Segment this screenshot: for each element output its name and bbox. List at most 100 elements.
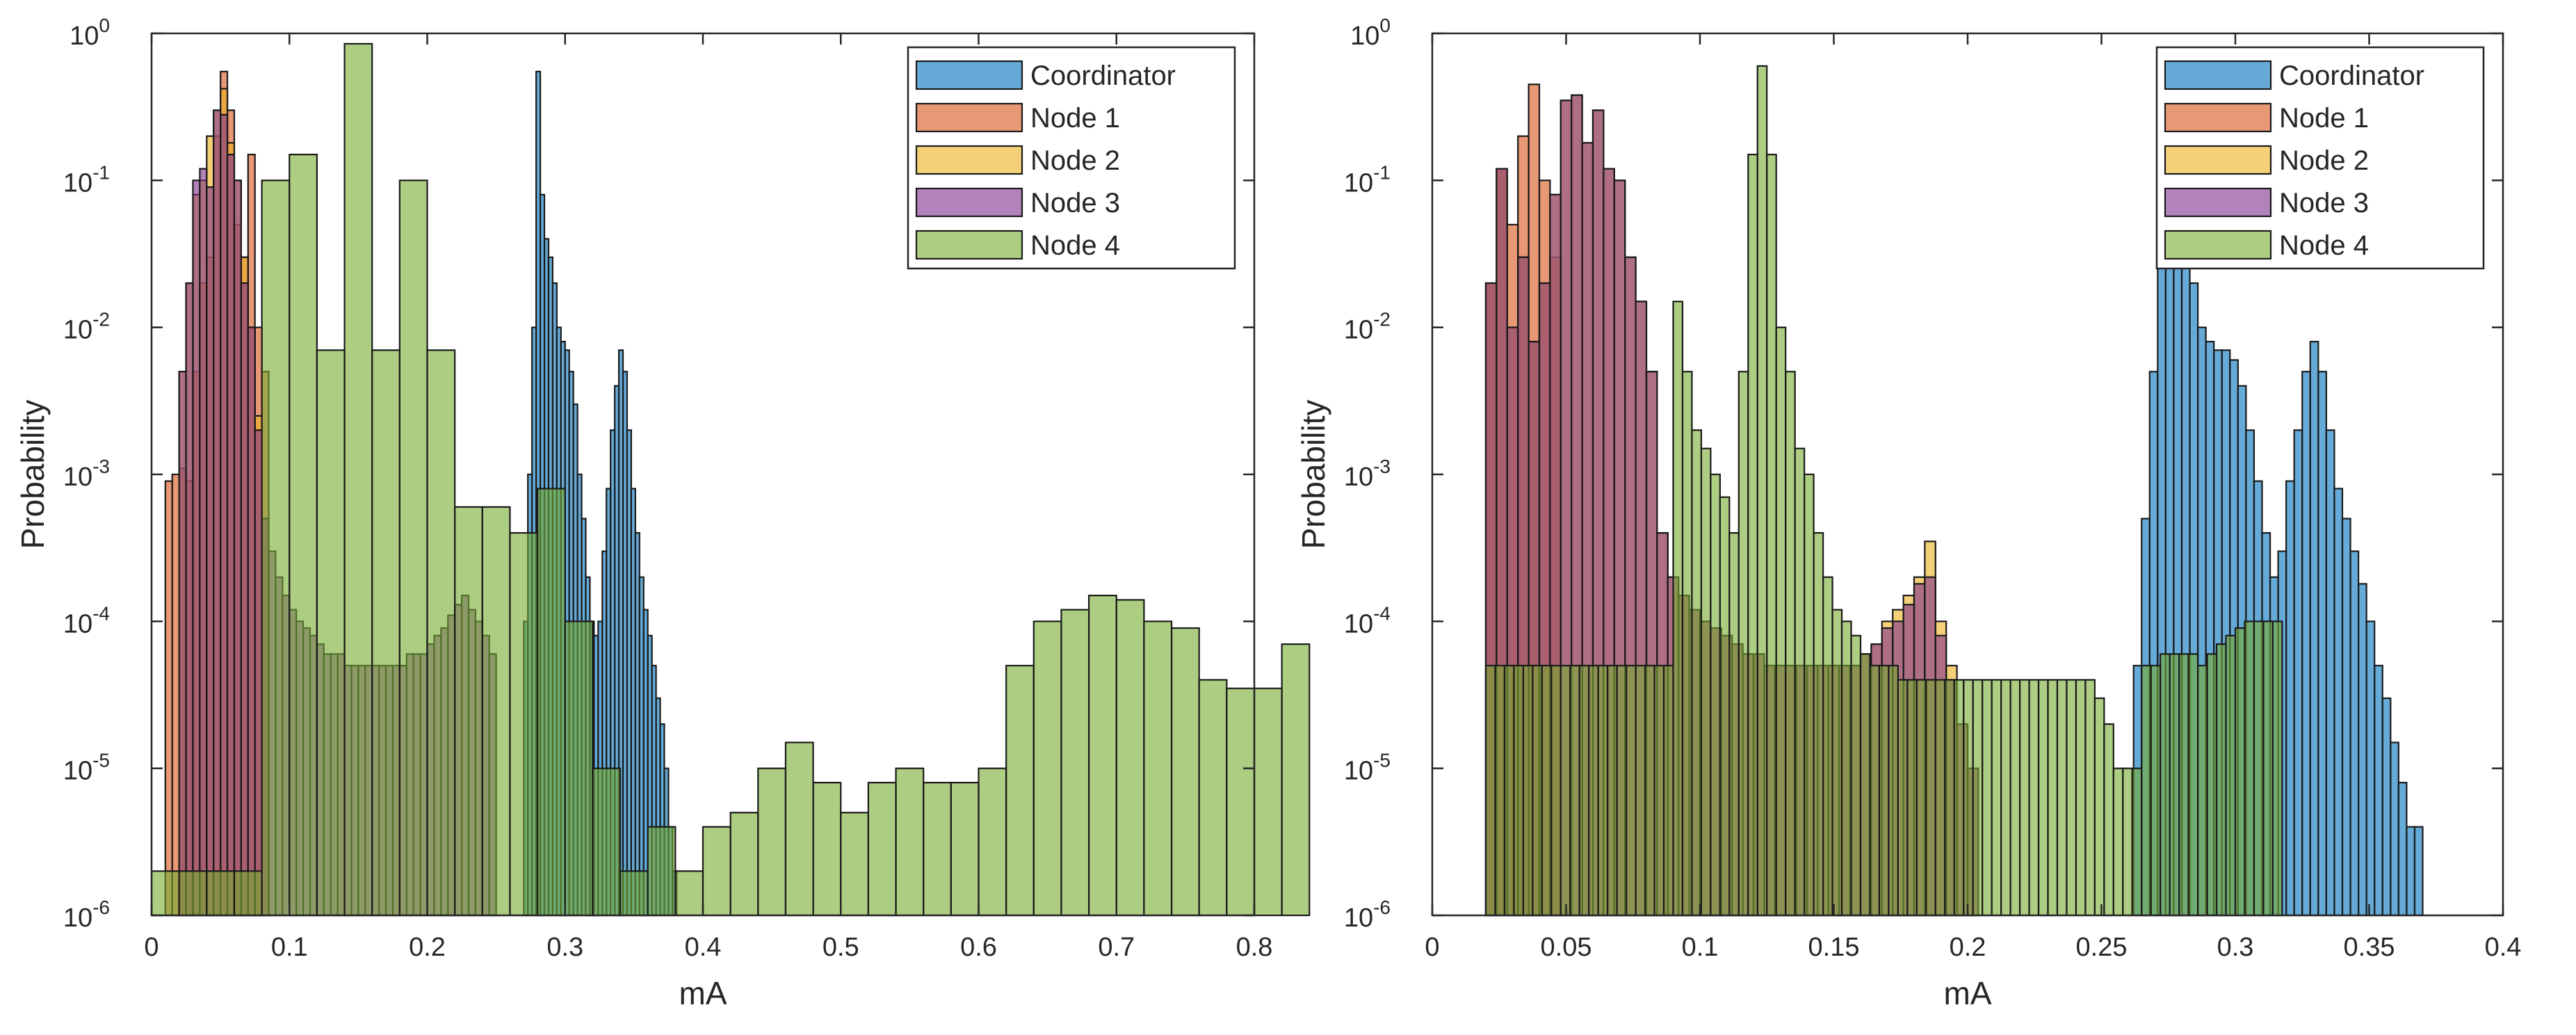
histogram-bar [2215, 643, 2227, 917]
legend-label: Node 2 [2279, 145, 2369, 176]
x-tick-label: 0.7 [1098, 933, 1135, 962]
histogram-bar [178, 870, 208, 917]
histogram-bar [1005, 664, 1035, 917]
legend-swatch [2164, 60, 2272, 90]
histogram-bar [2131, 767, 2143, 917]
legend-label: Node 1 [2279, 103, 2369, 134]
x-tick-label: 0.05 [1541, 933, 1592, 962]
series-node-4 [1484, 65, 2283, 917]
x-tick-label: 0.3 [2217, 933, 2254, 962]
legend-label: Node 1 [1030, 103, 1120, 134]
histogram-bar [2293, 429, 2303, 917]
histogram-bar [398, 179, 428, 917]
histogram-bar [1822, 576, 1833, 917]
histogram-bar [2028, 679, 2040, 917]
legend-item: Node 3 [2164, 187, 2369, 218]
histogram-bar [2301, 371, 2311, 917]
histogram-bar [2160, 653, 2171, 917]
histogram-bar [2122, 767, 2133, 917]
series-node-4 [150, 42, 1311, 917]
y-tick-label: 100 [70, 15, 110, 51]
y-tick-label: 10-2 [63, 309, 110, 345]
x-tick-label: 0.4 [2485, 933, 2522, 962]
y-tick-label: 10-2 [1344, 309, 1391, 345]
x-tick-label: 0.5 [823, 933, 859, 962]
histogram-bar [1662, 664, 1674, 917]
legend-swatch [2164, 145, 2272, 175]
histogram-bar [867, 782, 897, 917]
histogram-bar [206, 870, 236, 917]
histogram-bar [1794, 447, 1806, 917]
histogram-bar [840, 812, 870, 917]
histogram-bar [2150, 664, 2162, 917]
y-tick-label: 10-6 [1344, 897, 1391, 933]
histogram-bar [2047, 679, 2059, 917]
histogram-bar [1878, 664, 1890, 917]
histogram-bar [2066, 679, 2077, 917]
legend-item: Node 1 [2164, 102, 2369, 134]
x-tick-label: 0.1 [1682, 933, 1719, 962]
legend-swatch [915, 60, 1023, 90]
histogram-bar [2187, 653, 2199, 917]
histogram-bar [2253, 620, 2265, 917]
x-tick-label: 0.8 [1236, 933, 1273, 962]
histogram-bar [619, 870, 649, 917]
histogram-bar [1635, 664, 1646, 917]
histogram-bar [950, 782, 980, 917]
y-tick-label: 10-4 [1344, 602, 1391, 639]
histogram-bar [1906, 679, 1918, 917]
histogram-bar [1532, 664, 1543, 917]
histogram-bar [1569, 664, 1580, 917]
histogram-bar [895, 767, 925, 917]
histogram-bar [2009, 679, 2021, 917]
histogram-bar [254, 429, 263, 917]
histogram-bar [2018, 679, 2030, 917]
histogram-bar [233, 870, 263, 917]
x-tick-label: 0.2 [409, 933, 446, 962]
histogram-bar [2178, 653, 2189, 917]
histogram-bar [1597, 664, 1609, 917]
histogram-bar [206, 186, 215, 917]
histogram-bar [1953, 679, 1965, 917]
histogram-bar [1840, 620, 1852, 917]
x-tick-label: 0.25 [2076, 933, 2128, 962]
x-tick-label: 0.4 [685, 933, 722, 962]
histogram-bar [757, 767, 787, 917]
y-axis-label: Probability [1295, 400, 1331, 549]
histogram-bar [2197, 664, 2208, 917]
histogram-bar [2244, 620, 2255, 917]
histogram-bar [2374, 664, 2383, 917]
histogram-bar [2234, 627, 2246, 917]
legend-item: Node 3 [915, 187, 1120, 218]
histogram-bar [192, 179, 201, 917]
histogram-bar [1198, 679, 1228, 917]
histogram-bar [1115, 599, 1145, 917]
histogram-bar [316, 349, 346, 917]
y-tick-label: 10-5 [63, 750, 110, 786]
histogram-bar [1747, 154, 1758, 917]
histogram-bar [2406, 826, 2416, 917]
histogram-bar [1494, 664, 1506, 917]
legend-item: Node 4 [915, 230, 1120, 261]
histogram-bar [1756, 65, 1768, 917]
histogram-bar [220, 113, 229, 917]
histogram-bar [1831, 609, 1843, 917]
histogram-bar [2141, 664, 2152, 917]
histogram-bar [1691, 429, 1703, 917]
histogram-bar [2358, 583, 2367, 917]
x-tick-label: 0 [144, 933, 159, 962]
histogram-bar [2397, 782, 2408, 917]
legend-item: Node 4 [2164, 230, 2369, 261]
x-tick-label: 0.3 [546, 933, 583, 962]
histogram-bar [2000, 679, 2011, 917]
histogram-bar [2349, 550, 2360, 917]
chart-2: 0 0.05 0.1 0.15 0.2 0.25 0.3 0.35 0.4 10-6 10-5 10-… [1295, 15, 2521, 1011]
histogram-bar [2390, 741, 2399, 917]
histogram-bar [812, 782, 842, 917]
histogram-bar [171, 473, 180, 917]
histogram-bar [1550, 664, 1562, 917]
legend-swatch [915, 230, 1023, 260]
histogram-bar [1700, 447, 1712, 917]
legend-swatch [915, 145, 1023, 175]
